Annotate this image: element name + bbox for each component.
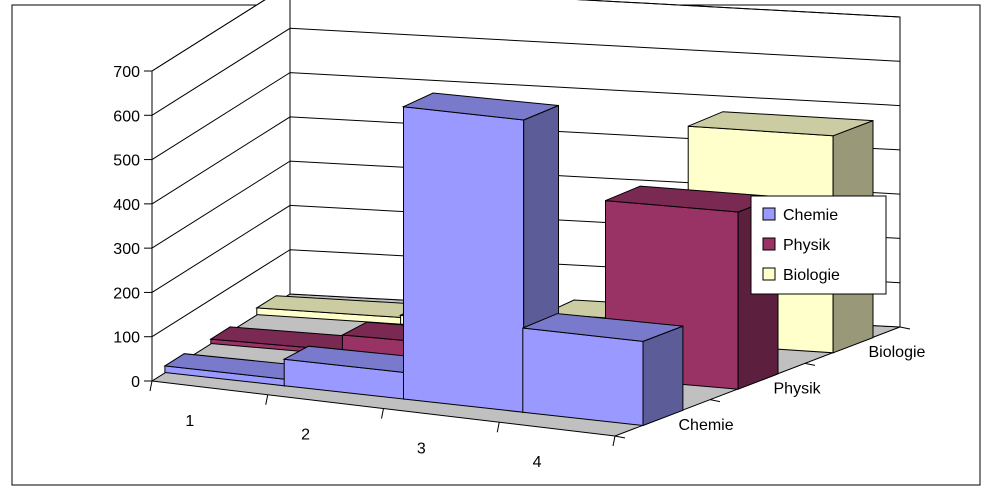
y-tick-label: 100 bbox=[113, 330, 140, 347]
legend-swatch bbox=[762, 207, 776, 221]
gridline bbox=[151, 27, 901, 116]
bar-front-face bbox=[522, 327, 644, 427]
depth-tick-label: Chemie bbox=[679, 417, 734, 434]
x-tick-mark bbox=[496, 422, 500, 433]
depth-tick-mark bbox=[899, 326, 911, 330]
tick-labels: 0 100 200 300 400 500 600 700 1 2 3 4 Biologie Physik… bbox=[113, 64, 925, 471]
depth-tick-mark bbox=[709, 399, 721, 403]
legend-entry: Physik bbox=[783, 237, 831, 254]
legend-entry: Biologie bbox=[783, 267, 840, 284]
side-wall bbox=[151, 0, 291, 382]
bar-top-face bbox=[688, 111, 874, 137]
y-tick-label: 400 bbox=[113, 197, 140, 214]
x-tick-mark bbox=[265, 394, 269, 405]
y-tick-label: 200 bbox=[113, 285, 140, 302]
x-tick-label: 2 bbox=[301, 427, 310, 444]
x-tick-label: 3 bbox=[417, 440, 426, 457]
bar-top-face bbox=[522, 313, 684, 342]
y-tick-label: 700 bbox=[113, 64, 140, 81]
depth-tick-label: Physik bbox=[774, 381, 822, 398]
x-tick-mark bbox=[149, 380, 153, 392]
bar-top-face bbox=[401, 92, 559, 121]
x-tick-label: 4 bbox=[533, 454, 542, 471]
bar-side-face bbox=[642, 325, 684, 427]
x-tick-label: 1 bbox=[185, 413, 194, 430]
y-tick-label: 0 bbox=[131, 374, 140, 391]
axes bbox=[144, 70, 911, 447]
bar-front-face bbox=[403, 106, 525, 413]
depth-tick-mark bbox=[614, 435, 626, 439]
legend: Chemie Physik Biologie bbox=[750, 195, 887, 295]
legend-swatch bbox=[762, 237, 776, 251]
y-tick-label: 500 bbox=[113, 153, 140, 170]
legend-entry: Chemie bbox=[783, 207, 838, 224]
x-tick-mark bbox=[612, 435, 616, 447]
y-tick-label: 300 bbox=[113, 241, 140, 258]
legend-swatch bbox=[762, 267, 776, 281]
gridline bbox=[151, 0, 901, 72]
x-tick-mark bbox=[381, 408, 384, 419]
gridline bbox=[151, 72, 901, 161]
y-tick-label: 600 bbox=[113, 108, 140, 125]
bar-chemie-4 bbox=[522, 313, 684, 427]
depth-tick-mark bbox=[804, 362, 816, 366]
depth-tick-label: Biologie bbox=[869, 344, 926, 361]
